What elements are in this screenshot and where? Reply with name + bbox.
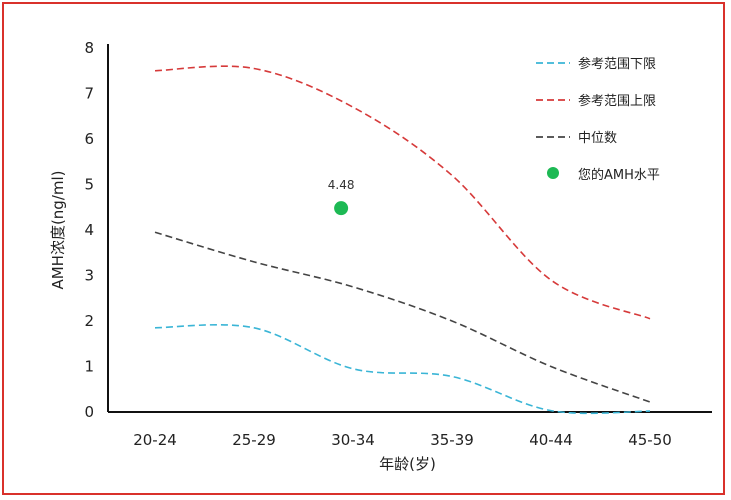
x-tick-label: 45-50 xyxy=(628,431,672,449)
series-line-1 xyxy=(154,324,651,415)
legend-label-2: 参考范围上限 xyxy=(578,93,656,109)
legend-label-3: 中位数 xyxy=(578,131,617,146)
x-tick-label: 35-39 xyxy=(430,431,474,449)
y-tick-label: 8 xyxy=(84,39,94,57)
legend-label-1: 参考范围下限 xyxy=(578,56,656,72)
y-tick-label: 5 xyxy=(84,176,94,194)
x-tick-label: 20-24 xyxy=(133,431,177,449)
user-point xyxy=(334,201,349,216)
x-tick-label: 40-44 xyxy=(529,431,573,449)
y-tick-label: 2 xyxy=(84,312,94,330)
y-tick-label: 4 xyxy=(84,221,94,239)
points-layer: 4.48 xyxy=(328,178,355,216)
x-tick-label: 30-34 xyxy=(331,431,375,449)
legend-swatch-point xyxy=(547,167,559,179)
x-tick-label: 25-29 xyxy=(232,431,276,449)
y-tick-label: 1 xyxy=(84,358,94,376)
legend-label-point: 您的AMH水平 xyxy=(578,167,660,183)
y-tick-label: 0 xyxy=(84,403,94,421)
x-axis-title: 年龄(岁) xyxy=(379,455,436,473)
user-point-label: 4.48 xyxy=(328,178,355,192)
series-line-3 xyxy=(154,231,651,403)
axes: 0 1 2 3 4 5 6 7 8 20-24 25-29 30-34 35-39 40-44 45-50 xyxy=(84,39,712,449)
y-tick-label: 3 xyxy=(84,267,94,285)
series-layer xyxy=(154,65,651,415)
y-tick-label: 6 xyxy=(84,130,94,148)
y-axis-title: AMH浓度(ng/ml) xyxy=(49,170,67,289)
y-tick-label: 7 xyxy=(84,85,94,103)
series-line-2 xyxy=(154,65,651,320)
